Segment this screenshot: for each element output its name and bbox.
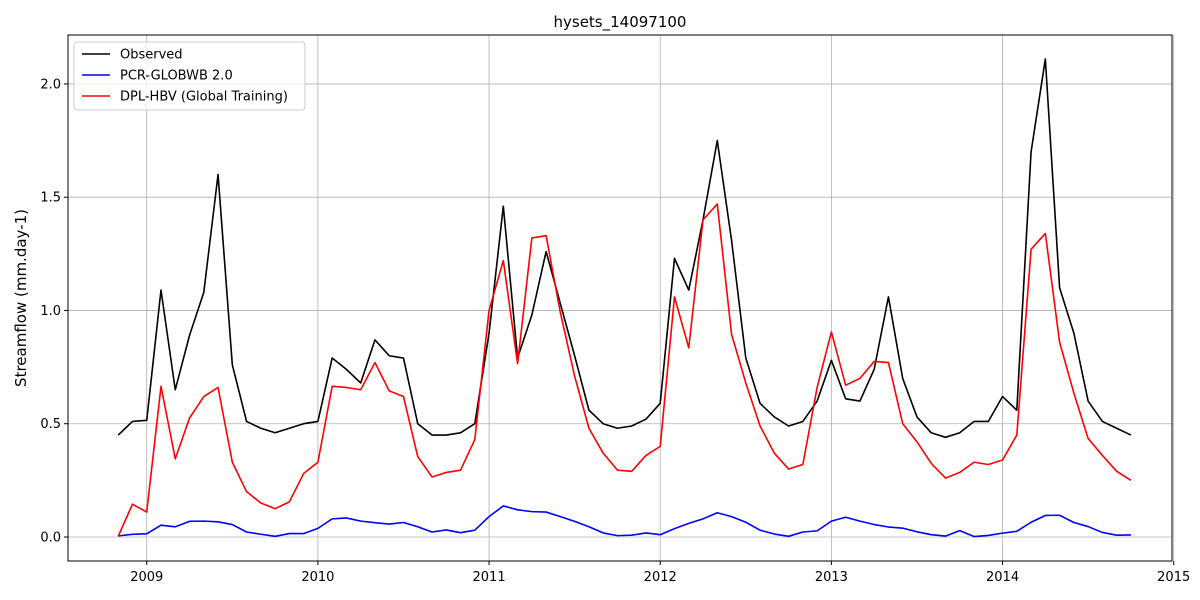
y-tick-label: 1.0 [40,304,61,319]
x-tick-label: 2012 [644,570,677,585]
legend-box [73,41,306,111]
legend-entries: Observed PCR-GLOBWB 2.0 DPL-HBV (Global Tr… [82,48,288,105]
x-tick-label: 2011 [473,570,506,585]
series-line-0 [117,58,1132,439]
x-tick-label: 2009 [130,570,163,585]
legend-label: PCR-GLOBWB 2.0 [120,69,233,84]
y-tick-label: 1.5 [40,191,61,206]
series-line-2 [117,203,1132,537]
y-tick-label: 0.5 [40,417,61,432]
grid-lines [68,35,1175,561]
legend-label: Observed [120,48,183,63]
x-tick-label: 2010 [301,570,334,585]
y-tick-label: 0.0 [40,530,61,545]
x-tick-label: 2014 [986,570,1019,585]
series-line-1 [118,505,1131,538]
legend-label: DPL-HBV (Global Training) [120,90,288,105]
plot-frame [67,34,1173,562]
x-tick-label: 2015 [1157,570,1190,585]
x-tick-label: 2013 [815,570,848,585]
x-axis-ticks: 2009 2010 2011 2012 2013 2014 2015 [130,561,1190,585]
y-axis-label: Streamflow (mm.day-1) [12,209,30,387]
y-tick-label: 2.0 [40,77,61,92]
chart-title: hysets_14097100 [554,13,687,32]
legend: Observed PCR-GLOBWB 2.0 DPL-HBV (Global Tr… [73,41,306,111]
y-axis-ticks: 0.0 0.5 1.0 1.5 2.0 [40,77,68,545]
series-lines [117,58,1132,538]
